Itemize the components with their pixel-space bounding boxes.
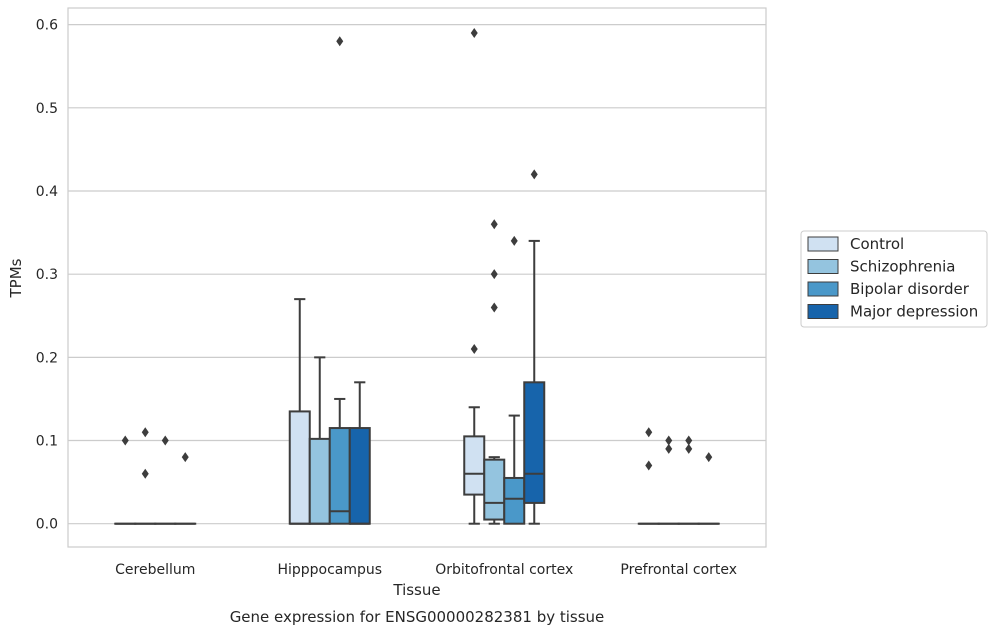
outlier-point: [181, 452, 189, 463]
box: [288, 298, 311, 525]
box-body: [503, 476, 526, 525]
outlier-point: [530, 169, 538, 180]
legend-swatch: [807, 304, 839, 319]
outlier-point: [141, 427, 149, 438]
grid-lines: [68, 24, 766, 525]
x-axis-ticks: Cerebellum Hipppocampus Orbitofrontal cort…: [115, 562, 737, 578]
x-tick-label: Cerebellum: [115, 562, 195, 578]
outlier-point: [336, 36, 344, 47]
legend-label: Schizophrenia: [850, 258, 955, 276]
outlier-point: [665, 443, 673, 454]
box-body: [463, 435, 486, 496]
box: [503, 414, 526, 525]
outlier-point: [490, 269, 498, 280]
legend-label: Control: [850, 235, 904, 253]
outlier-point: [645, 460, 653, 471]
outlier-point: [490, 219, 498, 230]
outlier-point: [665, 435, 673, 446]
box: [523, 239, 546, 525]
legend-frame: [800, 230, 988, 328]
legend-label: Bipolar disorder: [850, 280, 970, 298]
x-tick-label: Prefrontal cortex: [620, 562, 737, 578]
box: [308, 356, 331, 525]
plot-area-frame: [67, 7, 767, 548]
outlier-points: [121, 27, 713, 479]
y-tick-label: 0.4: [36, 184, 58, 200]
x-tick-label: Hipppocampus: [277, 562, 382, 578]
outlier-point: [685, 443, 693, 454]
outlier-point: [705, 452, 713, 463]
box: [463, 406, 486, 525]
outlier-point: [490, 302, 498, 313]
box: [348, 381, 371, 525]
outlier-point: [141, 468, 149, 479]
box-body: [328, 427, 351, 525]
outlier-point: [161, 435, 169, 446]
figure-caption: Gene expression for ENSG00000282381 by t…: [230, 608, 605, 626]
box-body: [288, 410, 311, 525]
box: [328, 397, 351, 525]
y-tick-label: 0.1: [36, 434, 58, 450]
legend-swatch: [807, 259, 839, 274]
outlier-point: [510, 235, 518, 246]
outlier-point: [685, 435, 693, 446]
y-tick-label: 0.5: [36, 101, 58, 117]
y-tick-label: 0.2: [36, 350, 58, 366]
outlier-point: [645, 427, 653, 438]
box-series: [114, 239, 720, 525]
legend-swatch: [807, 236, 839, 252]
legend-label: Major depression: [850, 303, 978, 321]
box-body: [523, 381, 546, 504]
box-body: [483, 458, 506, 521]
y-tick-label: 0.6: [36, 18, 58, 34]
x-axis-label: Tissue: [392, 581, 440, 599]
y-axis-ticks: 0.0 0.1 0.2 0.3 0.4 0.5 0.6: [36, 18, 58, 533]
outlier-point: [121, 435, 129, 446]
legend-swatch: [807, 281, 839, 297]
outlier-point: [470, 27, 478, 38]
x-tick-label: Orbitofrontal cortex: [435, 562, 573, 578]
y-tick-label: 0.0: [36, 517, 58, 533]
box-body: [308, 437, 331, 525]
outlier-point: [470, 344, 478, 355]
y-tick-label: 0.3: [36, 267, 58, 283]
legend: Control Schizophrenia Bipolar disorder Majo…: [800, 230, 988, 328]
box-body: [348, 427, 371, 525]
box: [483, 456, 506, 525]
y-axis-label: TPMs: [7, 258, 25, 298]
